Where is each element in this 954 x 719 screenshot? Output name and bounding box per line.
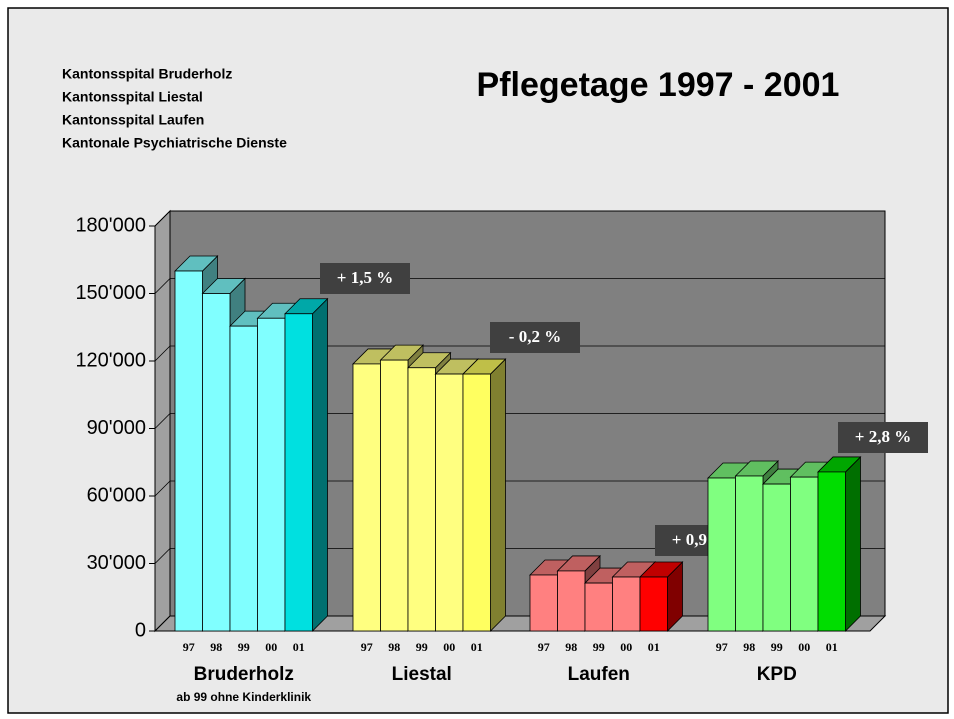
bar <box>612 576 641 632</box>
grid-line <box>154 548 885 564</box>
x-tick-label: 01 <box>293 640 305 654</box>
x-tick-label: 99 <box>771 640 783 654</box>
x-tick-label: 98 <box>388 640 400 654</box>
y-tick-label: 90'000 <box>87 417 146 439</box>
bar <box>284 313 313 632</box>
bar <box>557 570 586 632</box>
annotation: + 1,5 % <box>337 268 393 287</box>
x-tick-label: 97 <box>538 640 550 654</box>
bar <box>202 293 231 632</box>
x-tick-label: 00 <box>620 640 632 654</box>
bar <box>529 574 558 632</box>
bar <box>639 576 668 632</box>
grid-line <box>154 278 885 294</box>
bar-side <box>845 455 861 632</box>
x-tick-label: 97 <box>183 640 195 654</box>
group-note: ab 99 ohne Kinderklinik <box>176 690 311 704</box>
grid-line <box>154 345 885 362</box>
annotation: - 0,2 % <box>509 327 561 346</box>
annotation-box <box>490 322 580 353</box>
x-tick-label: 99 <box>238 640 250 654</box>
bar <box>257 317 286 632</box>
group-label: Bruderholz <box>194 664 294 685</box>
x-tick-label: 97 <box>716 640 728 654</box>
bar-side <box>312 297 328 632</box>
header-line: Kantonsspital Bruderholz <box>62 66 232 82</box>
y-tick-label: 180'000 <box>75 214 146 236</box>
annotation-box <box>320 263 410 294</box>
bar <box>435 373 464 632</box>
y-tick-label: 30'000 <box>87 552 146 574</box>
group-label: Laufen <box>568 664 630 685</box>
x-tick-label: 98 <box>210 640 222 654</box>
x-tick-label: 01 <box>648 640 660 654</box>
y-tick-label: 120'000 <box>75 349 146 371</box>
bar <box>817 471 846 632</box>
bar <box>174 270 203 632</box>
bar <box>407 367 436 632</box>
bar <box>584 582 613 632</box>
annotation-box <box>838 422 928 453</box>
bar <box>229 325 258 632</box>
x-tick-label: 97 <box>361 640 373 654</box>
bar <box>462 373 491 632</box>
bar <box>790 476 819 632</box>
header-line: Kantonale Psychiatrische Dienste <box>62 135 287 151</box>
x-tick-label: 99 <box>416 640 428 654</box>
header-line: Kantonsspital Laufen <box>62 112 204 128</box>
x-tick-label: 00 <box>265 640 277 654</box>
y-tick-label: 150'000 <box>75 282 146 304</box>
y-tick-label: 60'000 <box>87 484 146 506</box>
grid-line <box>154 210 885 227</box>
bar <box>380 359 409 632</box>
annotation: + 2,8 % <box>855 427 911 446</box>
bar <box>735 475 764 632</box>
x-tick-label: 01 <box>826 640 838 654</box>
x-tick-label: 01 <box>471 640 483 654</box>
grid-line <box>154 413 885 429</box>
bar <box>352 363 381 632</box>
grid-line <box>154 480 885 497</box>
y-tick-label: 0 <box>135 619 146 641</box>
bar <box>762 483 791 632</box>
chart-title: Pflegetage 1997 - 2001 <box>477 66 840 104</box>
x-tick-label: 98 <box>565 640 577 654</box>
x-tick-label: 98 <box>743 640 755 654</box>
x-tick-label: 99 <box>593 640 605 654</box>
x-tick-label: 00 <box>443 640 455 654</box>
group-label: Liestal <box>392 664 452 685</box>
bar <box>707 477 736 632</box>
group-label: KPD <box>757 664 797 685</box>
header-line: Kantonsspital Liestal <box>62 89 203 105</box>
x-tick-label: 00 <box>798 640 810 654</box>
bar-side <box>490 358 506 632</box>
